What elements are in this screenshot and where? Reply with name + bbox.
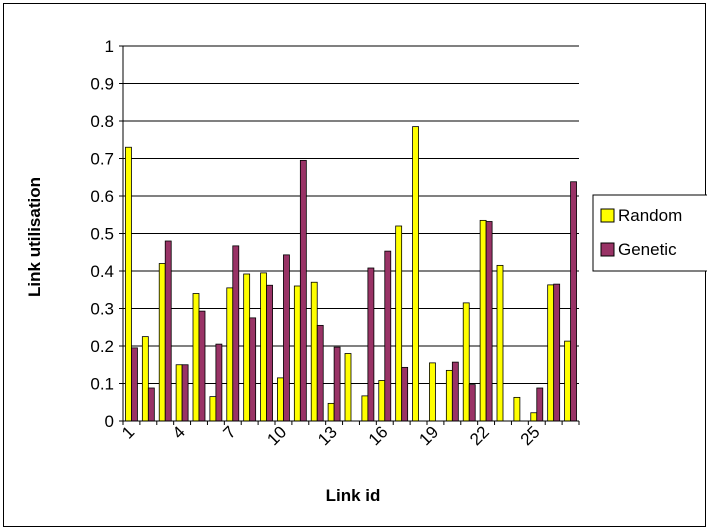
bar-random-24 bbox=[513, 396, 521, 422]
bar-genetic-2 bbox=[147, 387, 155, 422]
bar-random-6 bbox=[209, 396, 217, 422]
bar-random-27 bbox=[564, 340, 571, 422]
x-tick-label: 1 bbox=[118, 422, 138, 442]
bar-genetic-6 bbox=[215, 343, 223, 422]
bar-random-4 bbox=[175, 364, 183, 422]
legend-box bbox=[592, 194, 707, 272]
bar-chart: 00.10.20.30.40.50.60.70.80.91 1 4 7 10 13 16 1… bbox=[25, 37, 707, 505]
bar-random-21 bbox=[462, 302, 470, 422]
bar-random-1 bbox=[125, 146, 132, 422]
bar-genetic-7 bbox=[232, 245, 240, 422]
y-tick-label: 0.4 bbox=[90, 262, 114, 281]
legend-swatch-genetic bbox=[600, 242, 615, 257]
y-tick-label: 0.1 bbox=[90, 375, 114, 394]
y-axis-title: Link utilisation bbox=[25, 177, 44, 297]
bar-random-15 bbox=[361, 395, 369, 422]
bar-genetic-26 bbox=[553, 283, 561, 422]
bar-genetic-11 bbox=[299, 159, 307, 422]
chart-frame: 0 0.1 0.2 0.3 0.4 0.5 0.6 0.7 0.8 0.9 1 1 4 7 10 13 16 1… bbox=[3, 3, 707, 527]
x-axis-title: Link id bbox=[326, 486, 381, 505]
bar-random-22 bbox=[479, 219, 487, 422]
x-tick-label: 19 bbox=[415, 422, 442, 449]
bar-random-20 bbox=[445, 369, 453, 422]
x-tick-label: 4 bbox=[169, 422, 189, 442]
bar-random-18 bbox=[412, 126, 419, 422]
bar-genetic-13 bbox=[333, 346, 341, 422]
legend-label-genetic: Genetic bbox=[618, 240, 677, 259]
bar-genetic-16 bbox=[384, 250, 392, 422]
x-tick-label: 16 bbox=[365, 422, 392, 449]
bar-random-7 bbox=[226, 287, 234, 422]
bar-genetic-5 bbox=[198, 310, 206, 422]
y-tick-label: 0.5 bbox=[90, 225, 114, 244]
y-tick-label: 0.6 bbox=[90, 187, 114, 206]
bar-random-2 bbox=[141, 336, 149, 422]
bar-random-10 bbox=[277, 377, 284, 422]
bar-random-26 bbox=[547, 284, 555, 422]
x-tick-label: 22 bbox=[466, 422, 493, 449]
y-tick-label: 1 bbox=[105, 37, 114, 56]
bar-random-11 bbox=[293, 285, 301, 422]
y-tick-label: 0.9 bbox=[90, 75, 114, 94]
y-tick-label: 0.3 bbox=[90, 300, 114, 319]
x-tick-label: 10 bbox=[263, 422, 290, 449]
bar-genetic-10 bbox=[283, 254, 290, 422]
legend-swatch-random bbox=[600, 208, 615, 223]
legend-label-random: Random bbox=[618, 206, 682, 225]
y-tick-label: 0.2 bbox=[90, 337, 114, 356]
bar-genetic-17 bbox=[401, 366, 409, 422]
bar-genetic-22 bbox=[485, 221, 493, 422]
bar-genetic-8 bbox=[249, 317, 257, 422]
bar-genetic-9 bbox=[266, 284, 273, 422]
bar-random-25 bbox=[530, 412, 538, 422]
legend: Random Genetic bbox=[592, 194, 707, 272]
y-axis-ticks: 0 0.1 0.2 0.3 0.4 0.5 0.6 0.7 0.8 0.9 1 bbox=[90, 37, 123, 431]
bar-random-17 bbox=[395, 225, 403, 422]
x-tick-label: 7 bbox=[219, 422, 239, 442]
bar-random-19 bbox=[429, 362, 436, 422]
bars bbox=[125, 126, 577, 422]
x-tick-label: 13 bbox=[314, 422, 341, 449]
bar-random-14 bbox=[344, 353, 352, 422]
bar-genetic-4 bbox=[181, 364, 189, 422]
bar-random-8 bbox=[243, 273, 251, 422]
bar-genetic-25 bbox=[536, 387, 544, 422]
bar-random-9 bbox=[260, 272, 267, 422]
bar-genetic-3 bbox=[164, 240, 172, 422]
bar-random-13 bbox=[327, 402, 335, 422]
bar-random-12 bbox=[310, 281, 318, 422]
bar-random-5 bbox=[192, 293, 200, 422]
y-tick-label: 0.8 bbox=[90, 112, 114, 131]
y-tick-label: 0 bbox=[105, 412, 114, 431]
bar-genetic-1 bbox=[131, 347, 138, 422]
bar-random-23 bbox=[496, 264, 504, 422]
y-tick-label: 0.7 bbox=[90, 150, 114, 169]
bar-genetic-27 bbox=[570, 181, 577, 422]
bar-genetic-21 bbox=[468, 384, 476, 422]
gridlines bbox=[123, 45, 579, 384]
bar-genetic-12 bbox=[316, 324, 324, 422]
axes bbox=[122, 46, 579, 422]
bar-genetic-15 bbox=[367, 267, 375, 422]
bar-random-3 bbox=[158, 263, 166, 422]
bar-genetic-20 bbox=[451, 361, 459, 422]
x-axis-ticks: 1 4 7 10 13 16 19 22 25 bbox=[118, 421, 580, 449]
bar-random-16 bbox=[378, 380, 386, 422]
x-tick-label: 25 bbox=[517, 422, 544, 449]
